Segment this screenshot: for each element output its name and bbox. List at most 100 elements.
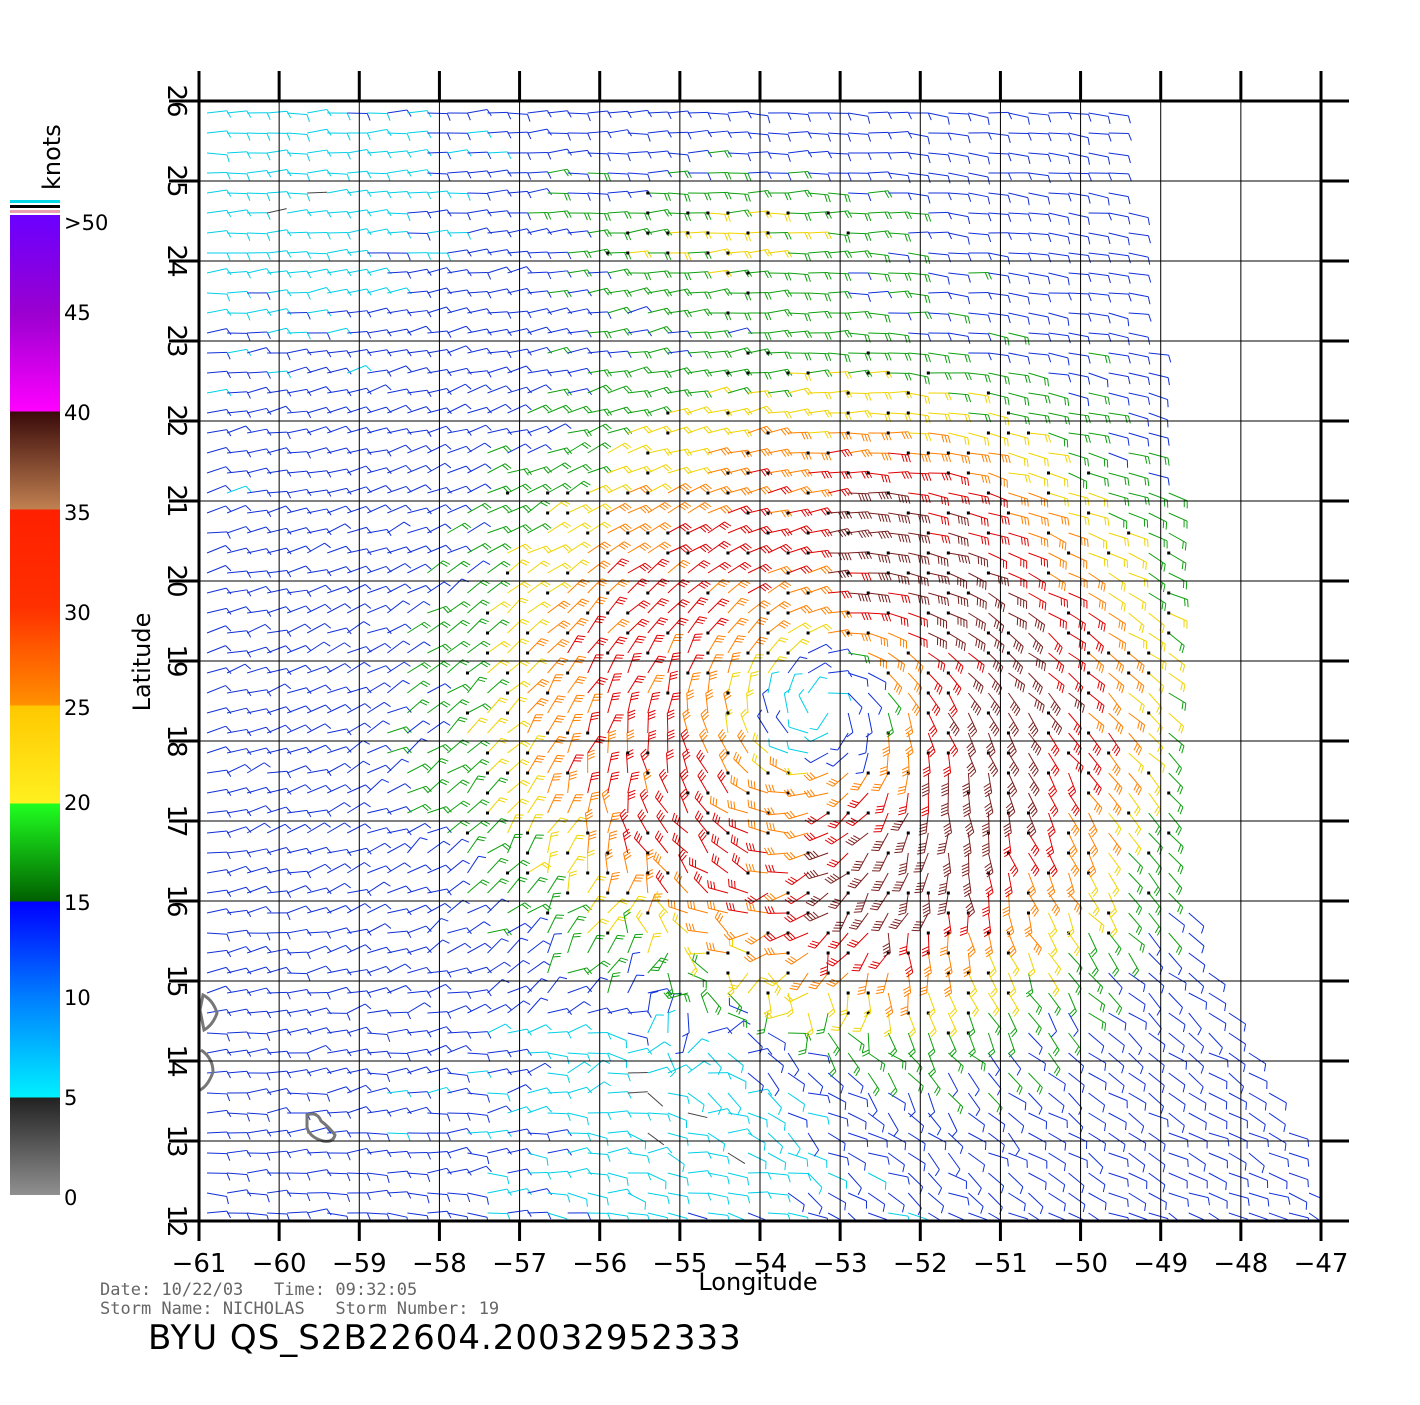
wind-barb xyxy=(528,941,550,953)
wind-barb xyxy=(908,1153,925,1171)
wind-barb xyxy=(548,463,571,473)
wind-barb xyxy=(1028,573,1045,591)
wind-barb xyxy=(327,823,350,833)
wind-barb xyxy=(648,308,672,315)
wind-barb xyxy=(1089,113,1110,124)
wind-barb xyxy=(1008,973,1015,997)
wind-barb xyxy=(528,212,551,219)
wind-barb xyxy=(1028,193,1049,204)
wind-barb xyxy=(488,429,512,435)
wind-barb xyxy=(407,465,431,473)
wind-barb xyxy=(528,561,551,573)
wind-barb xyxy=(1008,1153,1027,1168)
wind-barb xyxy=(1109,693,1121,716)
wind-barb xyxy=(768,390,792,397)
wind-barb xyxy=(467,425,491,433)
wind-barb xyxy=(668,635,684,653)
wind-barb xyxy=(928,232,951,239)
wind-barb xyxy=(1149,1053,1165,1073)
wind-barb xyxy=(327,987,351,993)
wind-barb xyxy=(1109,313,1129,326)
wind-barb xyxy=(828,1053,836,1077)
wind-barb xyxy=(1149,513,1167,530)
wind-barb xyxy=(1069,213,1090,225)
wind-barb xyxy=(327,604,351,613)
wind-barb xyxy=(628,676,646,693)
wind-barb xyxy=(427,661,450,673)
wind-barb xyxy=(488,660,510,673)
lat-tick-label: 26 xyxy=(161,84,191,117)
wind-barb xyxy=(588,678,608,693)
wind-barb xyxy=(548,696,566,713)
wind-barb xyxy=(427,173,450,181)
wind-barb xyxy=(307,1045,331,1053)
wind-barb xyxy=(868,1193,884,1212)
wind-barb xyxy=(1109,793,1121,815)
wind-barb xyxy=(367,745,391,753)
wind-barb xyxy=(568,1002,591,1013)
wind-barb xyxy=(247,1073,270,1080)
wind-barb xyxy=(1109,453,1128,468)
wind-barb xyxy=(1109,1113,1127,1130)
wind-barb xyxy=(526,736,545,755)
wind-barb xyxy=(528,1153,548,1166)
wind-barb xyxy=(1149,493,1168,508)
wind-barb xyxy=(488,1051,512,1058)
wind-barb xyxy=(488,843,512,853)
wind-barb xyxy=(788,1093,804,1112)
wind-barb xyxy=(1229,1093,1247,1110)
wind-barb xyxy=(708,880,728,893)
wind-barb xyxy=(848,693,862,714)
wind-barb xyxy=(467,484,491,493)
wind-barb xyxy=(708,172,731,179)
wind-barb xyxy=(207,131,231,138)
wind-barb xyxy=(307,471,331,478)
wind-barb xyxy=(847,793,868,808)
wind-barb xyxy=(1149,1033,1165,1052)
wind-barb xyxy=(247,586,271,593)
wind-barb xyxy=(1069,713,1082,735)
wind-barb xyxy=(1269,1133,1286,1151)
wind-barb xyxy=(988,353,1010,363)
wind-barb xyxy=(1089,613,1106,632)
wind-barb xyxy=(488,1189,512,1195)
wind-barb xyxy=(1167,792,1183,815)
wind-barb xyxy=(847,933,868,947)
wind-barb xyxy=(447,992,470,999)
wind-barb xyxy=(447,1113,470,1121)
wind-barb xyxy=(648,991,658,1013)
wind-barb xyxy=(1109,1073,1125,1093)
wind-barb xyxy=(967,512,988,527)
wind-barb xyxy=(1129,1033,1142,1055)
wind-barb xyxy=(626,875,644,895)
wind-barb xyxy=(628,790,636,813)
wind-barb xyxy=(488,267,512,273)
lon-tick-label: −50 xyxy=(1053,1249,1108,1279)
wind-barb xyxy=(207,1211,231,1218)
wind-barb xyxy=(1069,1033,1081,1056)
wind-barb xyxy=(1008,1193,1025,1211)
wind-barb xyxy=(1129,1073,1146,1092)
wind-barb xyxy=(467,1153,488,1164)
wind-barb xyxy=(1127,652,1144,673)
wind-barb xyxy=(427,561,449,573)
wind-barb xyxy=(488,680,510,693)
wind-barb xyxy=(1028,113,1050,122)
wind-barb xyxy=(1169,653,1185,673)
wind-barb xyxy=(1189,1113,1207,1130)
wind-barb xyxy=(1028,593,1045,610)
wind-barb xyxy=(988,133,1010,143)
wind-barb xyxy=(1109,353,1131,363)
wind-barb xyxy=(387,964,411,973)
wind-barb xyxy=(447,780,469,793)
wind-barb xyxy=(768,412,791,419)
wind-barb xyxy=(407,131,431,138)
wind-barb xyxy=(207,253,230,260)
wind-barb xyxy=(528,715,544,733)
wind-barb xyxy=(1028,133,1051,141)
wind-barb xyxy=(908,693,920,716)
wind-barb xyxy=(207,770,231,777)
wind-barb xyxy=(718,729,729,754)
wind-barb xyxy=(387,601,409,613)
wind-barb xyxy=(548,876,566,893)
